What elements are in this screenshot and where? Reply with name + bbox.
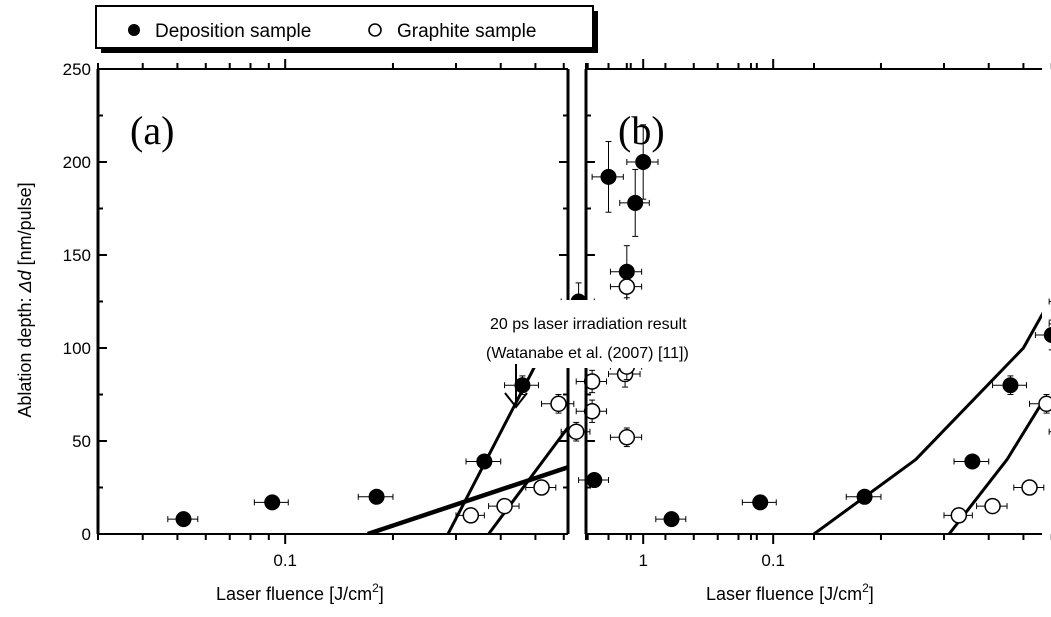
panel-a-label: (a) <box>130 108 174 153</box>
x-axis-title-a: Laser fluence [J/cm2] <box>216 581 384 604</box>
data-point-graphite <box>984 497 1001 515</box>
data-point-deposition <box>476 453 493 470</box>
fit-line-3 <box>366 464 568 534</box>
data-point-deposition <box>586 472 603 489</box>
x-tick-label: 1 <box>638 551 647 570</box>
data-point-deposition <box>600 168 617 185</box>
data-point-deposition <box>663 511 680 528</box>
y-axis-title-prefix: Ablation depth: <box>15 293 35 418</box>
fit-lines <box>813 311 1042 534</box>
annotation-arrow-head <box>504 392 528 409</box>
legend-label-graphite: Graphite sample <box>397 21 536 42</box>
legend: Deposition sample Graphite sample <box>95 5 598 53</box>
series-graphite <box>943 394 1051 524</box>
panel-b: (b) 0.1 1 <box>584 59 1051 570</box>
data-point-deposition <box>627 194 644 211</box>
fit-line-2 <box>947 399 1042 534</box>
data-point-graphite <box>618 429 636 446</box>
x-axis-title-a-sup: 2 <box>372 581 379 595</box>
x-axis-title-a-close: ] <box>379 584 384 604</box>
y-tick-label: 150 <box>63 246 91 265</box>
x-tick-label: 0.1 <box>273 551 297 570</box>
data-point-deposition <box>856 488 873 505</box>
data-point-deposition <box>514 377 531 394</box>
fit-line-1 <box>813 311 1042 534</box>
legend-box <box>95 5 594 49</box>
x-axis-title-b-close: ] <box>869 584 874 604</box>
data-point-deposition <box>752 494 769 511</box>
data-point-graphite <box>550 395 567 413</box>
data-point-graphite <box>567 423 585 440</box>
data-point-deposition <box>175 511 192 528</box>
data-point-deposition <box>1002 377 1019 394</box>
data-point-deposition <box>964 453 981 470</box>
data-point-deposition <box>368 488 385 505</box>
series-deposition <box>655 298 1051 528</box>
annotation-line-2: (Watanabe et al. (2007) [11]) <box>486 345 689 362</box>
y-tick-label: 250 <box>63 60 91 79</box>
legend-marker-filled <box>128 24 140 36</box>
annotation-line-1: 20 ps laser irradiation result <box>490 316 687 333</box>
data-point-graphite <box>533 479 550 496</box>
x-axis-title-b-sup: 2 <box>862 581 869 595</box>
data-point-deposition <box>264 494 281 511</box>
x-axis-title-b-main: Laser fluence [J/cm <box>706 584 862 604</box>
data-point-graphite <box>1021 479 1038 496</box>
fit-line-2 <box>487 424 568 534</box>
annotation: 20 ps laser irradiation result (Watanabe… <box>482 300 689 409</box>
y-axis-title-symbol: Δd <box>15 269 35 293</box>
y-axis-title-suffix: [nm/pulse] <box>15 182 35 270</box>
x-tick-label: 0.1 <box>761 551 785 570</box>
y-axis-title: Ablation depth: Δd [nm/pulse] <box>15 182 35 417</box>
data-point-graphite <box>950 507 968 524</box>
data-point-graphite <box>1038 395 1051 413</box>
data-point-graphite <box>462 507 480 524</box>
panel-a: (a) 0 50 100 150 200 250 0.1 1 <box>63 59 815 570</box>
data-point-graphite <box>618 278 636 295</box>
y-tick-label: 50 <box>72 432 91 451</box>
legend-label-deposition: Deposition sample <box>155 21 311 42</box>
y-tick-label: 100 <box>63 339 91 358</box>
y-tick-label: 200 <box>63 153 91 172</box>
legend-marker-open <box>368 23 382 37</box>
panel-b-label: (b) <box>618 108 665 153</box>
y-tick-label: 0 <box>82 525 91 544</box>
x-axis-title-b: Laser fluence [J/cm2] <box>706 581 874 604</box>
x-axis-title-a-main: Laser fluence [J/cm <box>216 584 372 604</box>
annotation-background <box>482 300 688 368</box>
data-point-graphite <box>496 497 513 515</box>
data-point-deposition <box>635 154 652 170</box>
data-point-deposition <box>1043 327 1051 343</box>
